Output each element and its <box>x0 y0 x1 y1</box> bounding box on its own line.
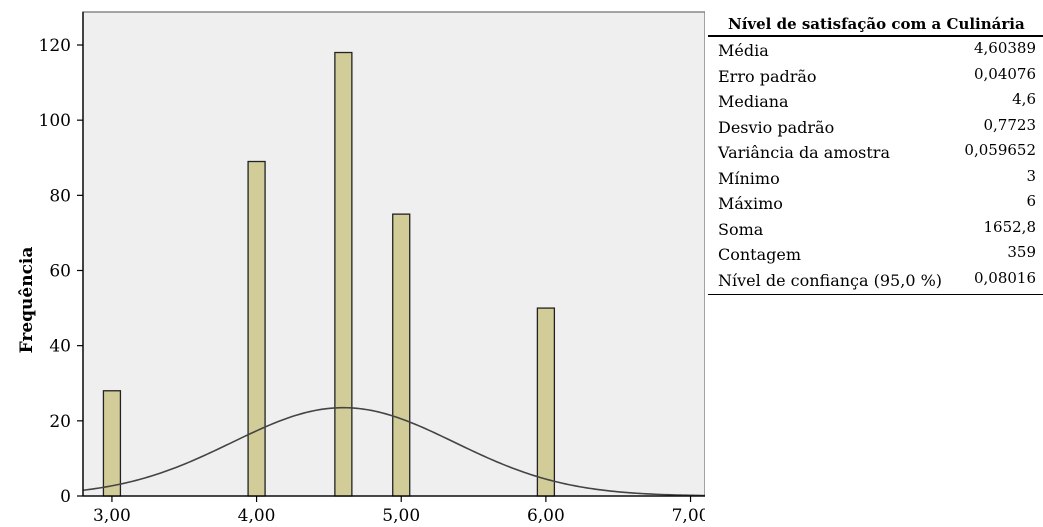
histogram-chart: 0 20 40 60 80 100 120 3,00 4,00 5,00 6,00 7,00 Freq… <box>17 11 705 526</box>
normal-curve <box>82 406 705 497</box>
stats-value: 359 <box>1007 243 1036 261</box>
y-tick-label: 80 <box>49 186 71 206</box>
x-tick-label: 6,00 <box>527 506 565 526</box>
stats-label: Mediana <box>718 92 789 111</box>
x-tick-label: 7,00 <box>672 506 705 526</box>
stats-label: Média <box>718 41 769 60</box>
stats-label: Contagem <box>718 245 802 264</box>
stats-row: Variância da amostra 0,059652 <box>708 139 1043 165</box>
histogram-bar <box>334 51 353 497</box>
stats-rows: Média 4,60389 Erro padrão 0,04076 Mediana 4,6… <box>708 37 1043 295</box>
y-tick-label: 100 <box>39 111 71 131</box>
y-tick-label: 120 <box>39 36 71 56</box>
stats-value: 6 <box>1026 192 1036 210</box>
x-tick-label: 3,00 <box>93 506 131 526</box>
stats-value: 0,059652 <box>964 141 1036 159</box>
stats-label: Erro padrão <box>718 66 817 86</box>
stats-row: Média 4,60389 <box>708 37 1043 63</box>
stats-table: Nível de satisfação com a Culinária Médi… <box>708 15 1043 295</box>
stats-row: Mínimo 3 <box>708 165 1043 191</box>
stats-value: 1652,8 <box>983 217 1037 236</box>
y-tick-label: 60 <box>49 262 71 282</box>
stats-value: 0,08016 <box>973 268 1036 287</box>
stats-title: Nível de satisfação com a Culinária <box>708 15 1043 37</box>
stats-row: Soma 1652,8 <box>708 216 1043 242</box>
stats-value: 4,60389 <box>973 39 1036 57</box>
stats-value: 0,04076 <box>973 64 1036 83</box>
bars-layer <box>102 51 556 497</box>
stats-label: Soma <box>718 219 764 239</box>
x-tick-label: 4,00 <box>238 506 276 526</box>
stats-label: Máximo <box>718 194 783 213</box>
stats-value: 3 <box>1026 166 1036 185</box>
stats-row: Máximo 6 <box>708 190 1043 216</box>
stats-row: Contagem 359 <box>708 241 1043 267</box>
x-tick-label: 5,00 <box>382 506 420 526</box>
histogram-bar <box>102 390 122 497</box>
axes-layer: 0 20 40 60 80 100 120 3,00 4,00 5,00 6,00 7,00 <box>39 12 705 526</box>
stats-label: Mínimo <box>718 168 780 188</box>
stats-row: Erro padrão 0,04076 <box>708 63 1043 89</box>
y-axis-title: Frequência <box>17 247 37 354</box>
histogram-bar <box>392 213 411 497</box>
stats-row: Mediana 4,6 <box>708 88 1043 114</box>
y-tick-label: 40 <box>49 337 71 357</box>
histogram-bar <box>247 160 266 497</box>
y-tick-label: 20 <box>49 412 71 432</box>
stats-label: Variância da amostra <box>718 143 890 162</box>
stats-label: Nível de confiança (95,0 %) <box>718 270 943 290</box>
stats-row: Desvio padrão 0,7723 <box>708 114 1043 140</box>
histogram-bar <box>536 307 556 497</box>
stats-row: Nível de confiança (95,0 %) 0,08016 <box>708 267 1043 293</box>
stats-label: Desvio padrão <box>718 117 835 137</box>
stats-value: 0,7723 <box>983 115 1037 134</box>
y-tick-label: 0 <box>60 487 71 507</box>
stats-value: 4,6 <box>1012 90 1036 108</box>
